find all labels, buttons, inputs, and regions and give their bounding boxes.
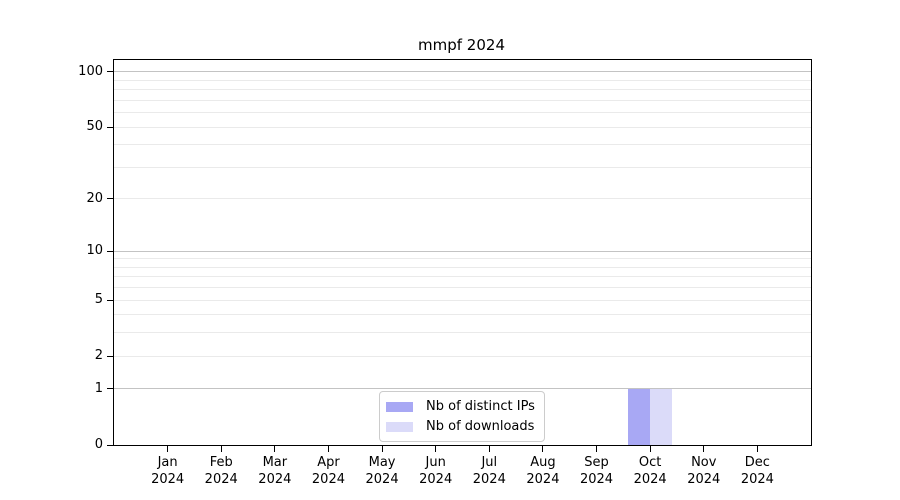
x-axis-tick-label: Jun 2024	[401, 454, 471, 488]
x-tick-month: Jul	[481, 455, 498, 470]
x-tick-month: May	[368, 455, 396, 470]
y-axis-tick	[107, 355, 113, 357]
x-tick-month: Sep	[584, 455, 609, 470]
x-tick-month: Nov	[691, 455, 717, 470]
legend-item-downloads: Nb of downloads	[386, 418, 535, 435]
gridline-minor	[114, 126, 811, 128]
x-tick-month: Apr	[317, 455, 340, 470]
x-axis-tick	[649, 446, 651, 452]
x-axis-tick-label: Jan 2024	[133, 454, 203, 488]
x-axis-tick	[488, 446, 490, 452]
gridline-minor	[114, 144, 811, 146]
x-axis-tick-label: Nov 2024	[669, 454, 739, 488]
gridline-minor	[114, 166, 811, 168]
x-axis-tick-label: Oct 2024	[615, 454, 685, 488]
legend-item-distinct-ips: Nb of distinct IPs	[386, 398, 535, 415]
x-axis-tick	[542, 446, 544, 452]
x-axis-tick	[703, 446, 705, 452]
x-tick-month: Aug	[530, 455, 556, 470]
gridline-minor	[114, 99, 811, 101]
gridline-major	[114, 71, 811, 73]
gridline-minor	[114, 89, 811, 91]
x-tick-year: 2024	[472, 472, 506, 487]
x-axis-tick	[167, 446, 169, 452]
x-axis-tick-label: May 2024	[347, 454, 417, 488]
y-axis-tick	[107, 388, 113, 390]
x-tick-year: 2024	[526, 472, 560, 487]
x-tick-month: Dec	[744, 455, 770, 470]
legend-label-distinct-ips: Nb of distinct IPs	[426, 399, 535, 414]
gridline-minor	[114, 332, 811, 334]
x-axis-tick-label: Apr 2024	[293, 454, 363, 488]
bar-nb-of-downloads	[650, 388, 673, 445]
y-axis-tick	[107, 299, 113, 301]
x-axis-tick-label: Jul 2024	[454, 454, 524, 488]
x-axis-tick-label: Aug 2024	[508, 454, 578, 488]
legend: Nb of distinct IPs Nb of downloads	[379, 391, 545, 442]
x-tick-year: 2024	[687, 472, 721, 487]
x-tick-year: 2024	[365, 472, 399, 487]
x-tick-year: 2024	[579, 472, 614, 487]
legend-label-downloads: Nb of downloads	[426, 419, 535, 434]
y-axis-tick	[107, 198, 113, 200]
x-axis-tick	[435, 446, 437, 452]
x-axis-tick	[596, 446, 598, 452]
x-axis-tick	[327, 446, 329, 452]
x-tick-month: Jan	[157, 455, 178, 470]
x-axis-tick-label: Dec 2024	[722, 454, 792, 488]
y-axis-tick-label: 100	[78, 63, 103, 79]
x-tick-year: 2024	[419, 472, 453, 487]
y-axis-tick-label: 20	[86, 190, 103, 206]
gridline-minor	[114, 258, 811, 260]
y-axis-tick-label: 10	[86, 243, 103, 259]
x-tick-month: Oct	[638, 455, 662, 470]
x-tick-month: Mar	[262, 455, 288, 470]
x-tick-year: 2024	[740, 472, 774, 487]
y-axis-tick-label: 5	[94, 292, 103, 308]
x-tick-year: 2024	[258, 472, 292, 487]
x-tick-year: 2024	[204, 472, 238, 487]
chart-title: mmpf 2024	[418, 36, 505, 54]
gridline-minor	[114, 287, 811, 289]
gridline-minor	[114, 299, 811, 301]
gridline-major	[114, 388, 811, 390]
x-axis-tick	[274, 446, 276, 452]
gridline-minor	[114, 276, 811, 278]
x-tick-year: 2024	[633, 472, 667, 487]
legend-swatch-downloads	[386, 421, 413, 432]
legend-swatch-distinct-ips	[386, 401, 413, 412]
bar-nb-of-distinct-ips	[628, 388, 651, 445]
gridline-minor	[114, 79, 811, 81]
y-axis-tick	[107, 250, 113, 252]
x-tick-month: Jun	[425, 455, 446, 470]
x-axis-tick	[381, 446, 383, 452]
gridline-minor	[114, 198, 811, 200]
gridline-minor	[114, 112, 811, 114]
y-axis-tick-label: 50	[86, 119, 103, 135]
gridline-minor	[114, 355, 811, 357]
x-axis-tick-label: Mar 2024	[240, 454, 310, 488]
x-tick-month: Feb	[209, 455, 233, 470]
gridline-minor	[114, 266, 811, 268]
x-axis-tick-label: Sep 2024	[562, 454, 632, 488]
x-tick-year: 2024	[311, 472, 345, 487]
y-axis-tick	[107, 126, 113, 128]
gridline-minor	[114, 314, 811, 316]
y-axis-tick-label: 2	[94, 348, 103, 364]
x-axis-tick-label: Feb 2024	[186, 454, 256, 488]
y-axis-tick-label: 0	[94, 437, 103, 452]
y-axis-tick-label: 1	[94, 380, 103, 396]
plot-area: 0 1 2 5 10 20 50 100 Jan 2024 Feb 2024 Mar 2024 Apr 202…	[78, 59, 812, 487]
y-axis-tick	[107, 444, 113, 446]
x-tick-year: 2024	[151, 472, 185, 487]
x-axis-tick	[220, 446, 222, 452]
x-axis-tick	[756, 446, 758, 452]
y-axis-tick	[107, 71, 113, 73]
gridline-major	[114, 250, 811, 252]
